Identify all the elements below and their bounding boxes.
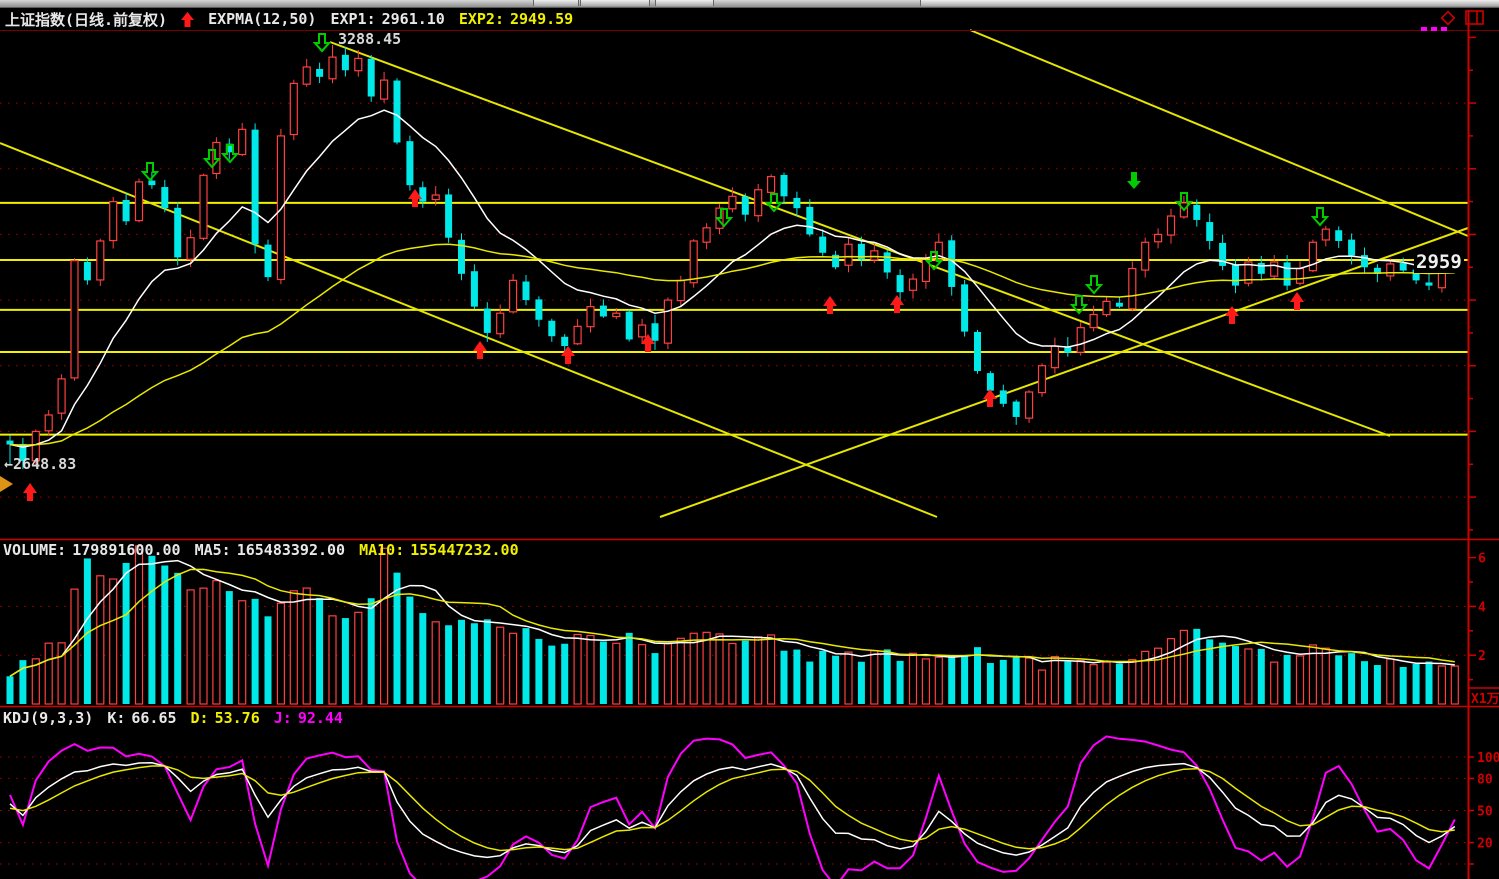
- d-label: D:: [190, 709, 209, 727]
- volume-value: 179891600.00: [72, 541, 181, 559]
- volume-ma-lines: [9, 559, 1455, 677]
- ma5-value: 165483392.00: [236, 541, 346, 559]
- exp2-label: EXP2:: [458, 10, 504, 28]
- panes-icon[interactable]: [1465, 9, 1485, 31]
- kdj-d-readout: D: 53.76: [191, 709, 260, 727]
- volume-readout: VOLUME: 179891600.00: [3, 541, 181, 559]
- candlestick-series: [6, 45, 1459, 469]
- expma-lines: [9, 109, 1455, 448]
- exp2-readout: EXP2: 2949.59: [459, 10, 573, 28]
- diamond-icon[interactable]: [1439, 9, 1457, 31]
- axis-labels: 6 4 2 X1万 100 80 50 20: [1471, 552, 1499, 852]
- k-value: 66.65: [131, 709, 177, 727]
- ellipsis-icon[interactable]: [1421, 27, 1447, 31]
- peak-price-annotation: 3288.45: [338, 30, 402, 48]
- exp1-readout: EXP1: 2961.10: [330, 10, 444, 28]
- ma5-label: MA5:: [194, 541, 231, 559]
- svg-text:20: 20: [1477, 837, 1493, 852]
- volume-label: VOLUME:: [3, 541, 67, 559]
- window-edge-segment: [580, 0, 650, 6]
- exp1-label: EXP1:: [330, 10, 376, 28]
- window-edge-segment: [533, 0, 579, 6]
- symbol-title: 上证指数(日线.前复权): [5, 10, 168, 29]
- indicator-label: EXPMA(12,50): [208, 10, 317, 28]
- window-top-edge: [0, 0, 1499, 8]
- volume-header: VOLUME: 179891600.00 MA5: 165483392.00 M…: [3, 541, 519, 559]
- kdj-name: KDJ(9,3,3): [3, 709, 94, 727]
- svg-text:2: 2: [1478, 649, 1486, 664]
- svg-text:100: 100: [1477, 751, 1499, 766]
- window-edge-segment: [920, 0, 1499, 6]
- svg-text:50: 50: [1477, 805, 1493, 820]
- j-value: 92.44: [297, 709, 343, 727]
- j-label: J:: [273, 709, 292, 727]
- exp1-value: 2961.10: [381, 10, 445, 28]
- ma10-readout: MA10: 155447232.00: [359, 541, 519, 559]
- trough-price-annotation: ←2648.83: [4, 455, 77, 473]
- ma10-label: MA10:: [359, 541, 405, 559]
- last-price-label: 2959: [1414, 251, 1464, 273]
- svg-text:X1万: X1万: [1471, 692, 1499, 707]
- window-edge-segment: [655, 0, 714, 6]
- kdj-header: KDJ(9,3,3) K: 66.65 D: 53.76 J: 92.44: [3, 709, 343, 727]
- kdj-k-readout: K: 66.65: [107, 709, 176, 727]
- signal-arrows: [23, 33, 1330, 501]
- window-controls: [1439, 9, 1485, 31]
- axis-and-borders: [0, 10, 1499, 879]
- svg-text:4: 4: [1478, 600, 1486, 615]
- up-arrow-icon: [181, 11, 195, 27]
- volume-series: [6, 545, 1459, 705]
- gridlines: [0, 102, 1468, 865]
- ma10-value: 155447232.00: [410, 541, 519, 559]
- exp2-value: 2949.59: [510, 10, 574, 28]
- d-value: 53.76: [214, 709, 260, 727]
- chart-header: 上证指数(日线.前复权) EXPMA(12,50) EXP1: 2961.10 …: [5, 9, 573, 29]
- svg-text:6: 6: [1478, 552, 1486, 567]
- svg-text:80: 80: [1477, 772, 1493, 787]
- k-label: K:: [107, 709, 126, 727]
- ma5-readout: MA5: 165483392.00: [195, 541, 346, 559]
- kdj-lines: [9, 735, 1456, 879]
- left-edge-triangle-marker: [0, 476, 13, 492]
- kdj-j-readout: J: 92.44: [274, 709, 343, 727]
